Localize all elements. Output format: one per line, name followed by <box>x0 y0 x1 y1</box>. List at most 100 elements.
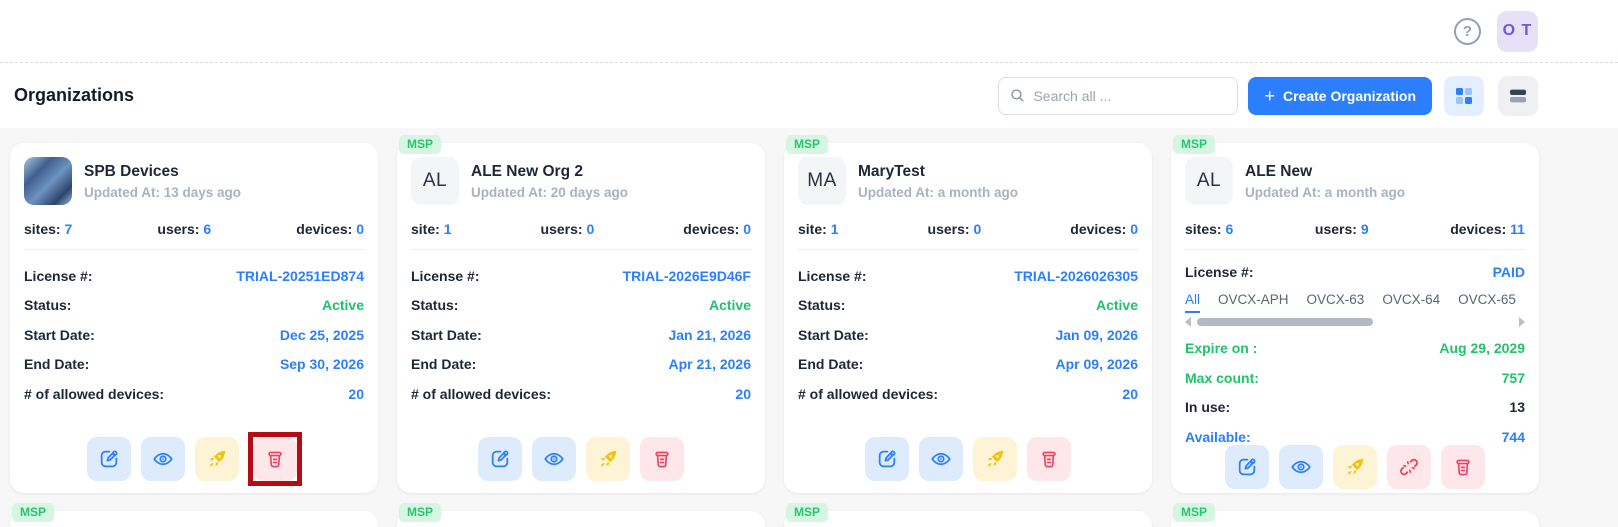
trash-icon <box>264 448 286 470</box>
launch-button[interactable] <box>195 437 239 481</box>
org-avatar-initials: AL <box>1185 157 1233 205</box>
delete-button[interactable] <box>1441 444 1485 489</box>
license-row: License #: PAID <box>1185 263 1525 280</box>
status-row: Status: Active <box>24 297 364 313</box>
grid-icon <box>1456 87 1472 104</box>
launch-button[interactable] <box>1333 444 1377 489</box>
plus-icon: + <box>1264 85 1275 106</box>
edit-button[interactable] <box>865 437 909 481</box>
view-button[interactable] <box>919 437 963 481</box>
edit-icon <box>876 448 898 470</box>
org-stats: site: 1 users: 0 devices: 0 <box>411 221 751 237</box>
org-card-marytest: MSP MA MaryTest Updated At: a month ago … <box>784 135 1152 493</box>
rocket-icon <box>1344 456 1366 478</box>
edit-icon <box>1236 456 1258 478</box>
edit-button[interactable] <box>1225 444 1269 489</box>
trash-icon <box>651 448 673 470</box>
tab-ovcx-aph[interactable]: OVCX-APH <box>1218 291 1289 307</box>
list-icon <box>1510 89 1526 102</box>
delete-button[interactable] <box>640 437 684 481</box>
tab-ovcx-64[interactable]: OVCX-64 <box>1382 291 1441 307</box>
delete-button[interactable] <box>253 437 297 481</box>
divider <box>24 249 364 250</box>
rocket-icon <box>597 448 619 470</box>
org-updated: Updated At: 20 days ago <box>471 184 629 200</box>
msp-badge: MSP <box>399 135 442 154</box>
unlink-button[interactable] <box>1387 444 1431 489</box>
edit-button[interactable] <box>87 437 131 481</box>
org-card-ale-new: MSP AL ALE New Updated At: a month ago s… <box>1171 135 1539 493</box>
scroll-right-arrow-icon[interactable] <box>1519 316 1525 327</box>
license-row: License #: TRIAL-2026026305 <box>798 267 1138 284</box>
tab-ovcx-63[interactable]: OVCX-63 <box>1306 291 1365 307</box>
eye-icon <box>152 448 174 470</box>
help-icon[interactable]: ? <box>1454 17 1481 45</box>
org-stats: site: 1 users: 0 devices: 0 <box>798 221 1138 237</box>
divider <box>798 249 1138 250</box>
edit-icon <box>489 448 511 470</box>
unlink-icon <box>1398 456 1420 478</box>
edit-button[interactable] <box>478 437 522 481</box>
organizations-grid: SPB Devices Updated At: 13 days ago site… <box>0 128 1618 527</box>
allowed-devices-row: # of allowed devices: 20 <box>411 385 751 402</box>
org-updated: Updated At: 13 days ago <box>84 184 242 200</box>
scroll-left-arrow-icon[interactable] <box>1185 316 1191 327</box>
search-input[interactable] <box>1033 87 1228 104</box>
search-box <box>998 76 1239 115</box>
allowed-devices-row: # of allowed devices: 20 <box>24 385 364 402</box>
in-use-row: In use: 13 <box>1185 399 1525 415</box>
org-stats: sites: 7 users: 6 devices: 0 <box>24 221 364 237</box>
view-button[interactable] <box>141 437 185 481</box>
page-title: Organizations <box>14 85 135 105</box>
launch-button[interactable] <box>586 437 630 481</box>
org-updated: Updated At: a month ago <box>858 184 1018 200</box>
org-card-partial: MSP <box>10 503 378 527</box>
org-updated: Updated At: a month ago <box>1245 184 1405 200</box>
page-header: Organizations + Create Organization <box>0 63 1618 128</box>
tabs-scrollbar <box>1185 316 1525 327</box>
view-button[interactable] <box>532 437 576 481</box>
msp-badge: MSP <box>786 503 829 522</box>
rocket-icon <box>984 448 1006 470</box>
launch-button[interactable] <box>973 437 1017 481</box>
msp-badge: MSP <box>12 503 55 522</box>
msp-badge: MSP <box>399 503 442 522</box>
max-count-row: Max count: 757 <box>1185 369 1525 386</box>
end-date-row: End Date: Apr 09, 2026 <box>798 356 1138 372</box>
divider <box>411 249 751 250</box>
divider <box>1185 249 1525 250</box>
delete-button[interactable] <box>1027 437 1071 481</box>
grid-view-button[interactable] <box>1444 75 1484 116</box>
end-date-row: End Date: Sep 30, 2026 <box>24 356 364 372</box>
org-card-partial: MSP <box>784 503 1152 527</box>
edit-icon <box>98 448 120 470</box>
org-card-ale-new-org-2: MSP AL ALE New Org 2 Updated At: 20 days… <box>397 135 765 493</box>
status-row: Status: Active <box>411 297 751 313</box>
org-name: MaryTest <box>858 162 925 180</box>
start-date-row: Start Date: Jan 09, 2026 <box>798 326 1138 343</box>
scrollbar-thumb[interactable] <box>1197 317 1373 326</box>
org-card-partial: MSP <box>397 503 765 527</box>
topbar: ? O T <box>0 0 1618 63</box>
tab-ovcx-65[interactable]: OVCX-65 <box>1458 291 1516 307</box>
org-card-spb-devices: SPB Devices Updated At: 13 days ago site… <box>10 143 378 493</box>
org-avatar-initials: MA <box>798 157 846 205</box>
end-date-row: End Date: Apr 21, 2026 <box>411 356 751 372</box>
org-card-partial: MSP <box>1171 503 1539 527</box>
trash-icon <box>1452 456 1474 478</box>
create-organization-label: Create Organization <box>1282 87 1416 104</box>
msp-badge: MSP <box>1173 135 1216 154</box>
list-view-button[interactable] <box>1498 75 1538 116</box>
eye-icon <box>930 448 952 470</box>
view-button[interactable] <box>1279 444 1323 489</box>
org-name: ALE New <box>1245 162 1313 180</box>
status-row: Status: Active <box>798 297 1138 313</box>
user-avatar[interactable]: O T <box>1497 10 1538 52</box>
create-organization-button[interactable]: + Create Organization <box>1248 76 1432 115</box>
tab-all[interactable]: All <box>1185 292 1201 313</box>
org-stats: sites: 6 users: 9 devices: 11 <box>1185 221 1525 237</box>
eye-icon <box>1290 456 1312 478</box>
allowed-devices-row: # of allowed devices: 20 <box>798 385 1138 402</box>
trash-icon <box>1038 448 1060 470</box>
start-date-row: Start Date: Dec 25, 2025 <box>24 326 364 343</box>
